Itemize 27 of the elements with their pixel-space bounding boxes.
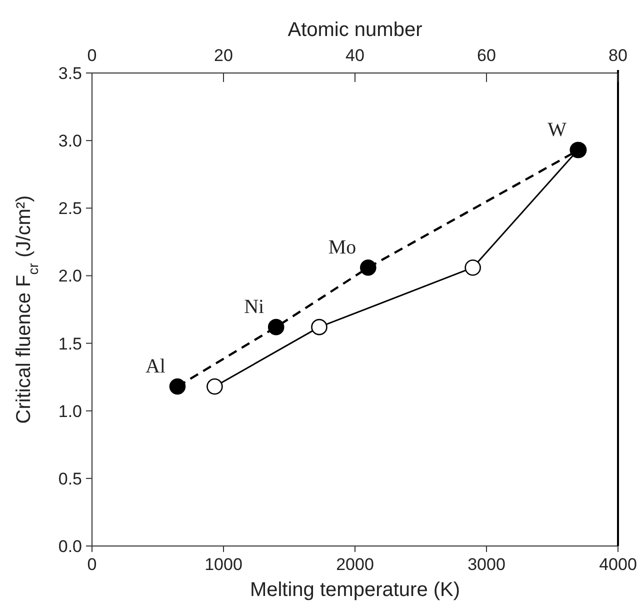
y-tick-label: 1.0: [58, 402, 82, 421]
x2-tick-label: 60: [477, 46, 496, 65]
y-tick-label: 0.5: [58, 469, 82, 488]
point: [206, 378, 223, 395]
point: [464, 259, 481, 276]
y-tick-label: 1.5: [58, 334, 82, 354]
annotation: W: [548, 119, 567, 142]
x2-tick-label: 20: [214, 46, 233, 65]
point: [311, 318, 328, 336]
x-tick-label: 0: [87, 555, 97, 574]
y-tick-label: 2.0: [58, 266, 82, 286]
x-tick-label: 4000: [599, 555, 637, 574]
x-tick-label: 1000: [204, 555, 242, 574]
annotation: Mo: [328, 236, 356, 259]
y-tick-label: 0.0: [58, 537, 82, 556]
annotation: Al: [145, 356, 166, 378]
x2-tick-label: 0: [87, 46, 97, 65]
x-tick-label: 2000: [336, 555, 374, 574]
y-tick-label: 2.5: [58, 199, 82, 218]
annotation: Ni: [244, 296, 265, 318]
x2-tick-label: 80: [608, 46, 628, 65]
y-tick-label: 3.0: [58, 132, 82, 151]
x-axis-title: Melting temperature (K): [250, 579, 460, 601]
x-tick-label: 3000: [468, 555, 506, 574]
x2-tick-label: 40: [346, 46, 364, 65]
x2-axis-title: Atomic number: [288, 19, 423, 41]
y-tick-label: 3.5: [58, 64, 82, 83]
